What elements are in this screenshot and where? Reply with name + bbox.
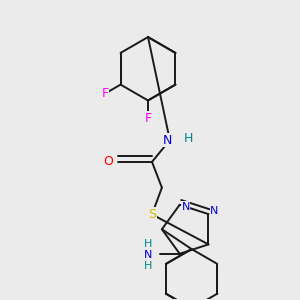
Text: H: H	[144, 261, 152, 271]
Text: F: F	[102, 87, 109, 100]
Text: N: N	[210, 206, 219, 216]
Text: N: N	[182, 202, 190, 212]
Text: H: H	[184, 132, 193, 145]
Text: S: S	[148, 208, 156, 221]
Text: N: N	[144, 250, 152, 260]
Text: H: H	[144, 239, 152, 249]
Text: N: N	[162, 134, 172, 147]
Text: F: F	[145, 112, 152, 125]
Text: O: O	[103, 155, 113, 168]
